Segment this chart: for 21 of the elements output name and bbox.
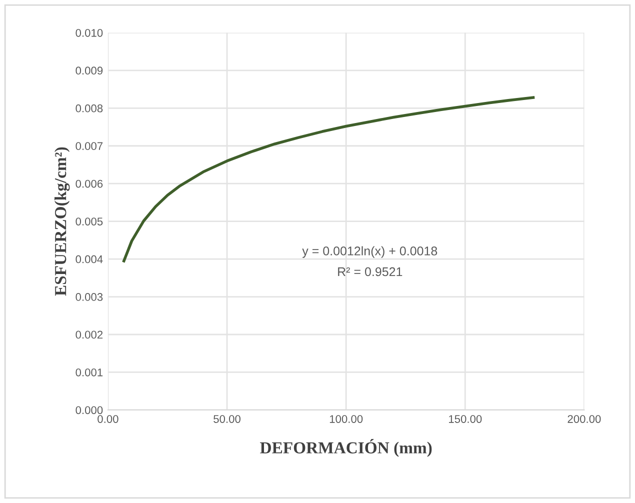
y-tick-label: 0.007: [76, 142, 103, 150]
x-tick-label: 50.00: [214, 415, 240, 423]
y-tick-label: 0.006: [76, 180, 103, 188]
x-tick-label: 0.00: [98, 415, 118, 423]
y-tick-label: 0.008: [76, 104, 103, 112]
annotation: R² = 0.9521: [338, 267, 402, 276]
y-axis-title: ESFUERZO(kg/cm²): [54, 147, 70, 296]
y-tick-label: 0.002: [76, 330, 103, 339]
y-tick-label: 0.003: [76, 293, 103, 301]
annotation: y = 0.0012ln(x) + 0.0018: [302, 246, 438, 258]
y-tick-label: 0.000: [76, 406, 103, 414]
y-tick-label: 0.005: [76, 218, 103, 226]
x-tick-label: 100.00: [330, 415, 363, 423]
x-tick-label: 150.00: [448, 415, 482, 423]
y-tick-label: 0.004: [76, 255, 103, 264]
y-tick-label: 0.010: [76, 28, 103, 37]
y-tick-label: 0.009: [76, 66, 103, 75]
x-axis-title: DEFORMACIÓN (mm): [260, 439, 432, 457]
x-tick-label: 200.00: [568, 415, 601, 423]
y-tick-label: 0.001: [76, 368, 103, 376]
line-series: [122, 96, 535, 262]
